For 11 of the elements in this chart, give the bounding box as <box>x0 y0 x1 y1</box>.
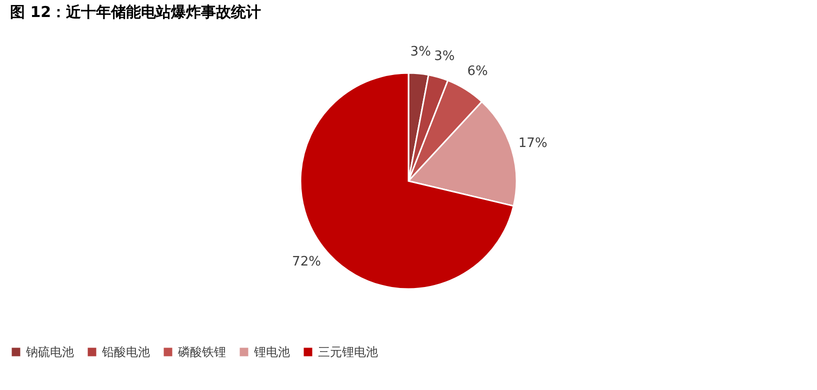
chart-title: 图 12：近十年储能电站爆炸事故统计 <box>10 3 262 21</box>
data-label: 72% <box>292 254 321 270</box>
legend-label: 三元锂电池 <box>318 345 378 359</box>
legend-label: 铅酸电池 <box>101 345 150 359</box>
legend-label: 钠硫电池 <box>25 345 74 359</box>
data-label: 3% <box>410 44 431 60</box>
legend-label: 磷酸铁锂 <box>177 345 226 359</box>
legend-label: 锂电池 <box>253 345 290 359</box>
data-label: 17% <box>518 136 548 152</box>
data-label: 6% <box>467 64 488 79</box>
data-label: 3% <box>434 49 455 64</box>
